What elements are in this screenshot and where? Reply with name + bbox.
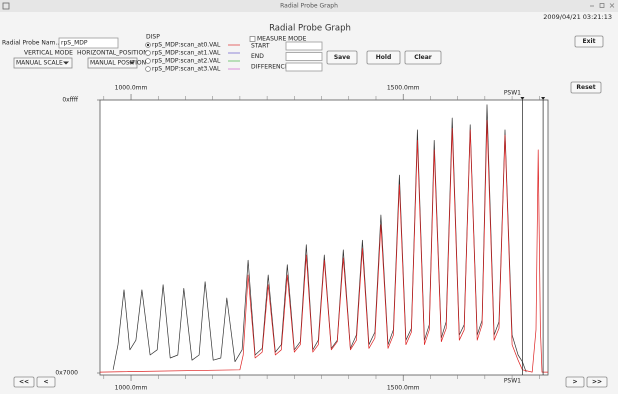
cursor-label: PSW1 [504,90,521,97]
x-tick-label: 1000.0mm [115,385,148,392]
save-label: Save [334,54,350,61]
timestamp: 2009/04/21 03:21:13 [543,13,612,21]
radio-label: rpS_MDP:scan_at2.VAL [152,58,221,65]
prev-label: < [43,379,48,386]
next-label: > [572,379,577,386]
radio-label: rpS_MDP:scan_at0.VAL [152,42,221,49]
save-button[interactable] [326,50,358,65]
window-icon [2,2,10,10]
measure-checkbox[interactable] [249,36,256,42]
measure-label: MEASURE MODE [257,36,307,43]
radio-button[interactable] [145,66,151,72]
vertical-mode-label: VERTICAL MODE [24,50,73,57]
measure-field-label: END [251,53,264,60]
plot-area [99,99,549,376]
header-title: Radial Probe Graph [269,24,351,34]
title-bar [0,0,618,12]
prev-button[interactable] [36,376,56,388]
radio-button[interactable] [145,58,151,64]
cursor-label: PSW1 [504,378,521,385]
disp-label: DISP [146,34,160,41]
hold-label: Hold [376,54,392,61]
first-button[interactable] [13,376,35,388]
x-tick-label: 1500.0mm [387,385,420,392]
exit-button[interactable] [574,35,604,48]
combo-arrow [129,61,135,65]
trace-line [99,119,548,373]
horizontal-position-label: HORIZONTAL_POSITION [77,50,148,57]
measure-field-label: START [251,43,270,50]
combo-arrow [63,61,69,65]
hold-button[interactable] [366,50,401,65]
next-button[interactable] [565,376,585,388]
chart: 0xffff 0x7000 1000.0mm 1000.0mm 1500.0mm 1500… [55,85,548,392]
probe-name-label: Radial Probe Nam... [2,40,61,47]
measure-field-input[interactable] [285,62,323,72]
clear-button[interactable] [404,50,442,65]
probe-name-value: rpS_MDP [61,40,88,47]
x-tick-label: 1500.0mm [387,85,420,92]
cursor-arrow [541,97,546,100]
reset-button[interactable] [570,81,602,94]
radio-label: rpS_MDP:scan_at3.VAL [152,66,221,73]
last-button[interactable] [586,376,608,388]
window-controls[interactable] [590,3,615,8]
exit-label: Exit [583,38,596,45]
reset-label: Reset [576,84,595,91]
disp-list: rpS_MDP:scan_at0.VALrpS_MDP:scan_at1.VAL… [145,42,240,73]
horizontal-position-value: MANUAL POSITION [90,60,146,67]
y-tick-label: 0x7000 [55,370,78,377]
probe-name-input[interactable] [58,37,119,49]
clear-label: Clear [414,54,432,61]
horizontal-position-combo[interactable] [87,57,138,69]
measure-field-label: DIFFERENCE [251,64,289,71]
measure-field-input[interactable] [285,52,323,61]
vertical-mode-combo[interactable] [13,57,73,69]
x-tick-label: 1000.0mm [115,85,148,92]
y-tick-label: 0xffff [62,97,79,104]
radio-button[interactable] [145,50,151,56]
last-label: >> [592,379,602,386]
radio-label: rpS_MDP:scan_at1.VAL [152,50,221,57]
window-title: Radial Probe Graph [280,3,338,10]
measure-fields: START END DIFFERENCE [251,41,323,72]
first-label: << [19,379,29,386]
vertical-mode-value: MANUAL SCALE [16,60,63,67]
radio-dot [146,43,150,47]
cursor-arrow [520,97,525,100]
measure-field-input[interactable] [285,41,323,51]
